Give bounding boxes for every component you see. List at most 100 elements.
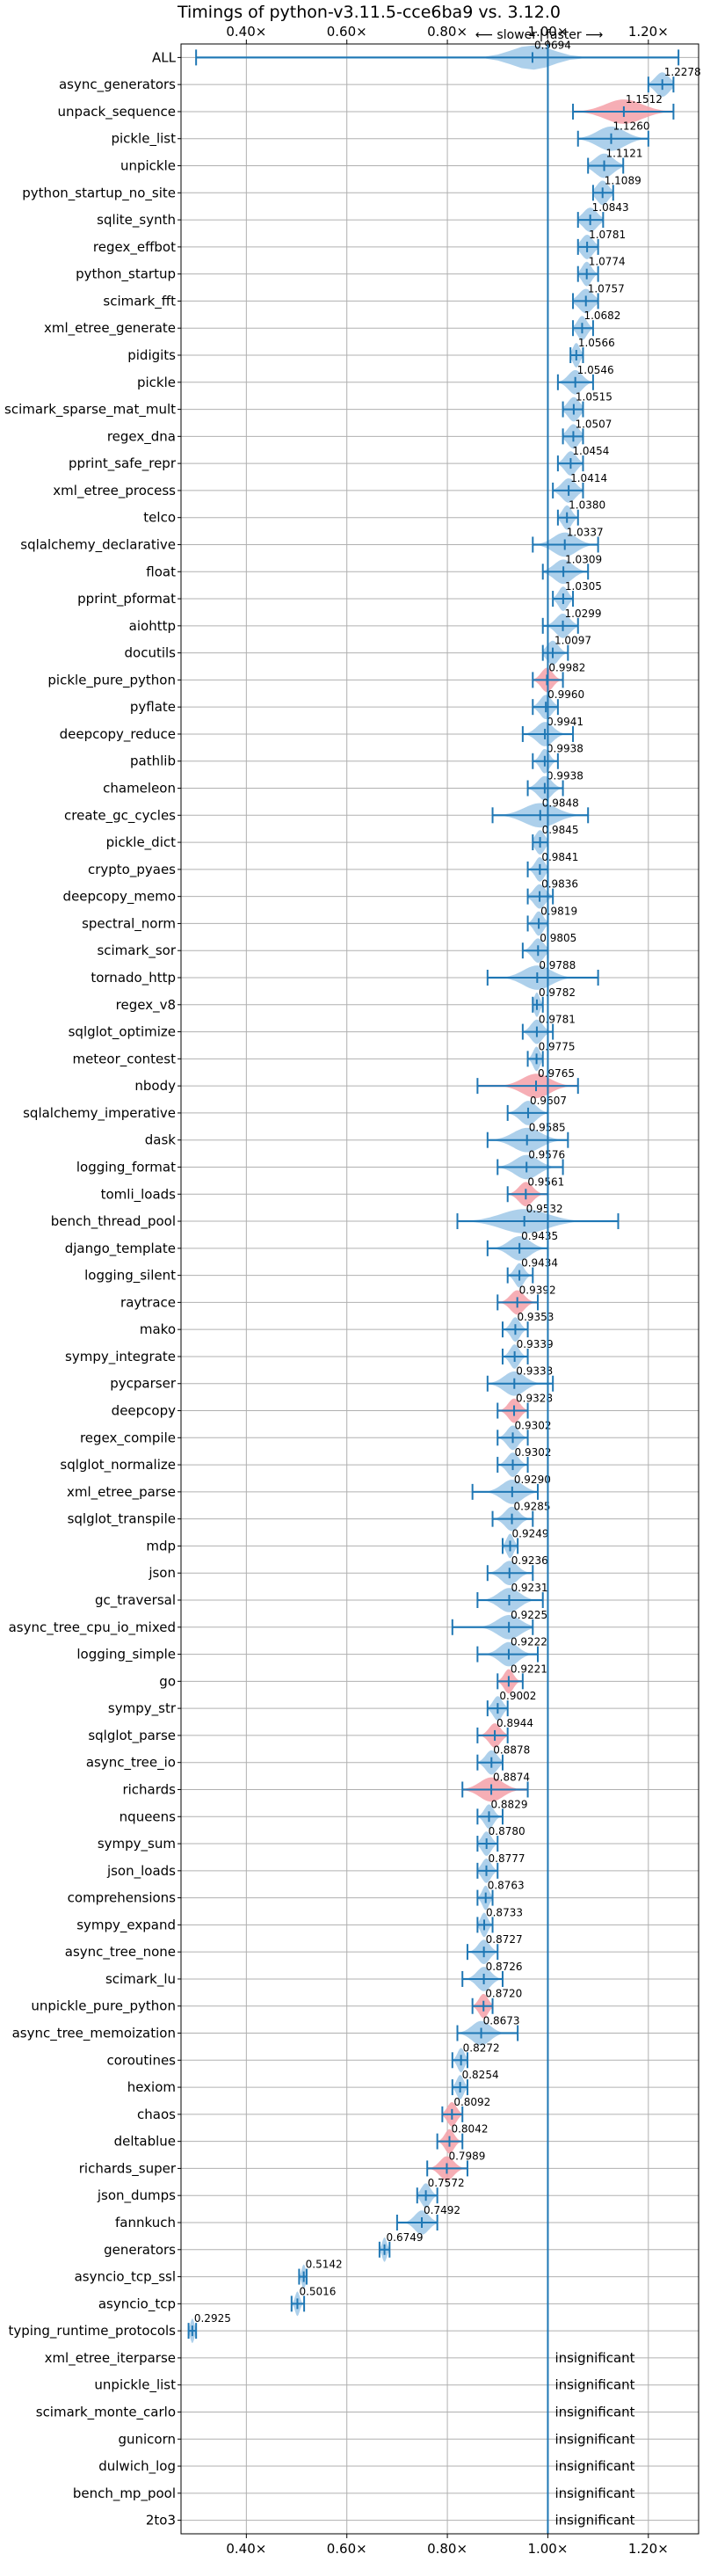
- benchmark-label: spectral_norm: [82, 915, 176, 932]
- value-label: 0.8733: [486, 1906, 523, 1918]
- value-label: 0.9561: [527, 1175, 564, 1188]
- benchmark-label: sympy_expand: [76, 1917, 176, 1933]
- benchmark-label: aiohttp: [129, 618, 176, 634]
- benchmark-label: sqlglot_transpile: [68, 1511, 176, 1528]
- benchmark-label: sympy_str: [108, 1700, 177, 1717]
- value-label: 0.8944: [496, 1717, 533, 1729]
- benchmark-label: pycparser: [110, 1376, 177, 1392]
- value-label: 0.9392: [519, 1284, 556, 1296]
- benchmark-label: pyflate: [130, 699, 176, 715]
- benchmark-layer: 0.9694 1.2278 1.1512 1.1260 1.1121 1.1089 1.08…: [187, 39, 701, 2529]
- benchmark-label: nbody: [134, 1078, 176, 1094]
- benchmark-label: asyncio_tcp_ssl: [75, 2269, 176, 2286]
- benchmark-label: deepcopy: [112, 1403, 176, 1419]
- benchmark-label: nqueens: [120, 1808, 176, 1824]
- violin: 0.9328: [496, 1393, 553, 1423]
- violin: 0.9002: [486, 1690, 536, 1721]
- benchmark-label: django_template: [65, 1241, 176, 1257]
- benchmark-label: docutils: [125, 645, 177, 661]
- violin: 1.0454: [556, 445, 609, 476]
- violin: 0.9805: [521, 932, 576, 964]
- benchmark-label: gunicorn: [118, 2431, 176, 2447]
- violin: 0.9576: [496, 1148, 565, 1180]
- value-label: 0.9222: [511, 1636, 547, 1648]
- violin: 0.9236: [486, 1554, 548, 1585]
- value-label: 0.8042: [451, 2123, 488, 2136]
- violin: 0.6749: [378, 2231, 424, 2262]
- chart-title: Timings of python-v3.11.5-cce6ba9 vs. 3.…: [177, 3, 561, 22]
- violin: 0.9819: [526, 905, 577, 936]
- value-label: 1.0337: [567, 526, 604, 538]
- value-label: 0.9938: [547, 743, 583, 755]
- benchmark-label: async_tree_io: [86, 1755, 176, 1772]
- benchmark-label: python_startup_no_site: [22, 185, 176, 201]
- benchmark-label: ALL: [152, 49, 177, 65]
- violin: 0.9353: [501, 1311, 554, 1342]
- value-label: 0.9694: [534, 39, 571, 51]
- violin: 0.9249: [501, 1527, 549, 1559]
- value-label: 0.5016: [299, 2285, 336, 2297]
- violin: 0.9222: [476, 1636, 547, 1667]
- value-label: 1.1512: [626, 93, 663, 106]
- value-label: 0.7572: [428, 2177, 465, 2189]
- violin: 0.9781: [521, 1014, 576, 1044]
- value-label: 0.9805: [540, 932, 576, 944]
- value-label: 0.8673: [483, 2015, 520, 2027]
- value-label: 1.0380: [569, 499, 605, 512]
- x-tick-label-top: 1.20×: [628, 24, 669, 40]
- benchmark-label: regex_compile: [80, 1430, 176, 1446]
- benchmark-label: crypto_pyaes: [88, 862, 176, 878]
- benchmark-label: typing_runtime_protocols: [8, 2323, 176, 2340]
- benchmark-label: sqlglot_optimize: [69, 1024, 176, 1041]
- value-label: 1.0566: [578, 337, 615, 349]
- value-label: 0.8254: [462, 2069, 499, 2081]
- insignificant-label: insignificant: [554, 2350, 634, 2366]
- benchmark-label: richards_super: [79, 2160, 177, 2177]
- violin: 0.9938: [526, 770, 583, 801]
- value-label: 1.1089: [605, 174, 641, 186]
- violin: 0.2925: [187, 2312, 231, 2343]
- benchmark-label: xml_etree_parse: [67, 1484, 176, 1501]
- benchmark-label: deepcopy_reduce: [60, 726, 176, 743]
- violin: 0.8092: [441, 2096, 490, 2127]
- violin: 0.9782: [532, 986, 576, 1017]
- value-label: 1.0774: [589, 256, 626, 268]
- benchmark-label: bench_mp_pool: [73, 2485, 176, 2502]
- benchmark-label: pathlib: [130, 753, 176, 769]
- x-tick-label-bottom: 1.20×: [628, 2541, 669, 2557]
- violin: 0.9392: [496, 1284, 556, 1315]
- benchmark-label: richards: [122, 1781, 176, 1797]
- insignificant-label: insignificant: [554, 2458, 634, 2474]
- benchmark-label: unpickle_list: [94, 2377, 176, 2394]
- value-label: 0.9845: [542, 824, 579, 836]
- violin: 1.0682: [572, 309, 620, 341]
- benchmark-label: sympy_sum: [98, 1836, 176, 1852]
- value-label: 1.2278: [664, 66, 701, 78]
- benchmark-label: gc_traversal: [95, 1592, 176, 1609]
- violin: 0.9221: [496, 1663, 547, 1694]
- violin: 0.8733: [476, 1906, 523, 1938]
- value-label: 0.8720: [485, 1988, 522, 2000]
- benchmark-label: pidigits: [127, 347, 176, 363]
- subtitle-faster: faster ⟶: [546, 28, 603, 42]
- benchmark-label: regex_v8: [116, 997, 176, 1014]
- value-label: 0.8092: [453, 2096, 490, 2108]
- benchmark-label: logging_format: [76, 1159, 176, 1175]
- benchmark-label: json_loads: [106, 1863, 176, 1880]
- value-label: 0.8874: [493, 1771, 530, 1783]
- value-label: 1.1260: [612, 120, 649, 133]
- value-label: 1.0546: [577, 364, 614, 376]
- violin: 0.9938: [532, 743, 583, 774]
- value-label: 0.9328: [516, 1393, 553, 1405]
- benchmark-label: go: [159, 1673, 176, 1689]
- value-label: 0.9765: [538, 1067, 575, 1080]
- x-tick-label-top: 0.80×: [427, 24, 467, 40]
- benchmark-label: pickle_dict: [106, 834, 176, 851]
- benchmark-label: dask: [145, 1132, 177, 1148]
- benchmark-label: sqlglot_normalize: [60, 1457, 176, 1474]
- violin: 0.9765: [476, 1067, 579, 1098]
- value-label: 1.0097: [554, 635, 591, 647]
- x-tick-label-bottom: 0.40×: [226, 2541, 266, 2557]
- benchmark-label: mdp: [146, 1538, 176, 1554]
- benchmark-label: dulwich_log: [98, 2458, 176, 2475]
